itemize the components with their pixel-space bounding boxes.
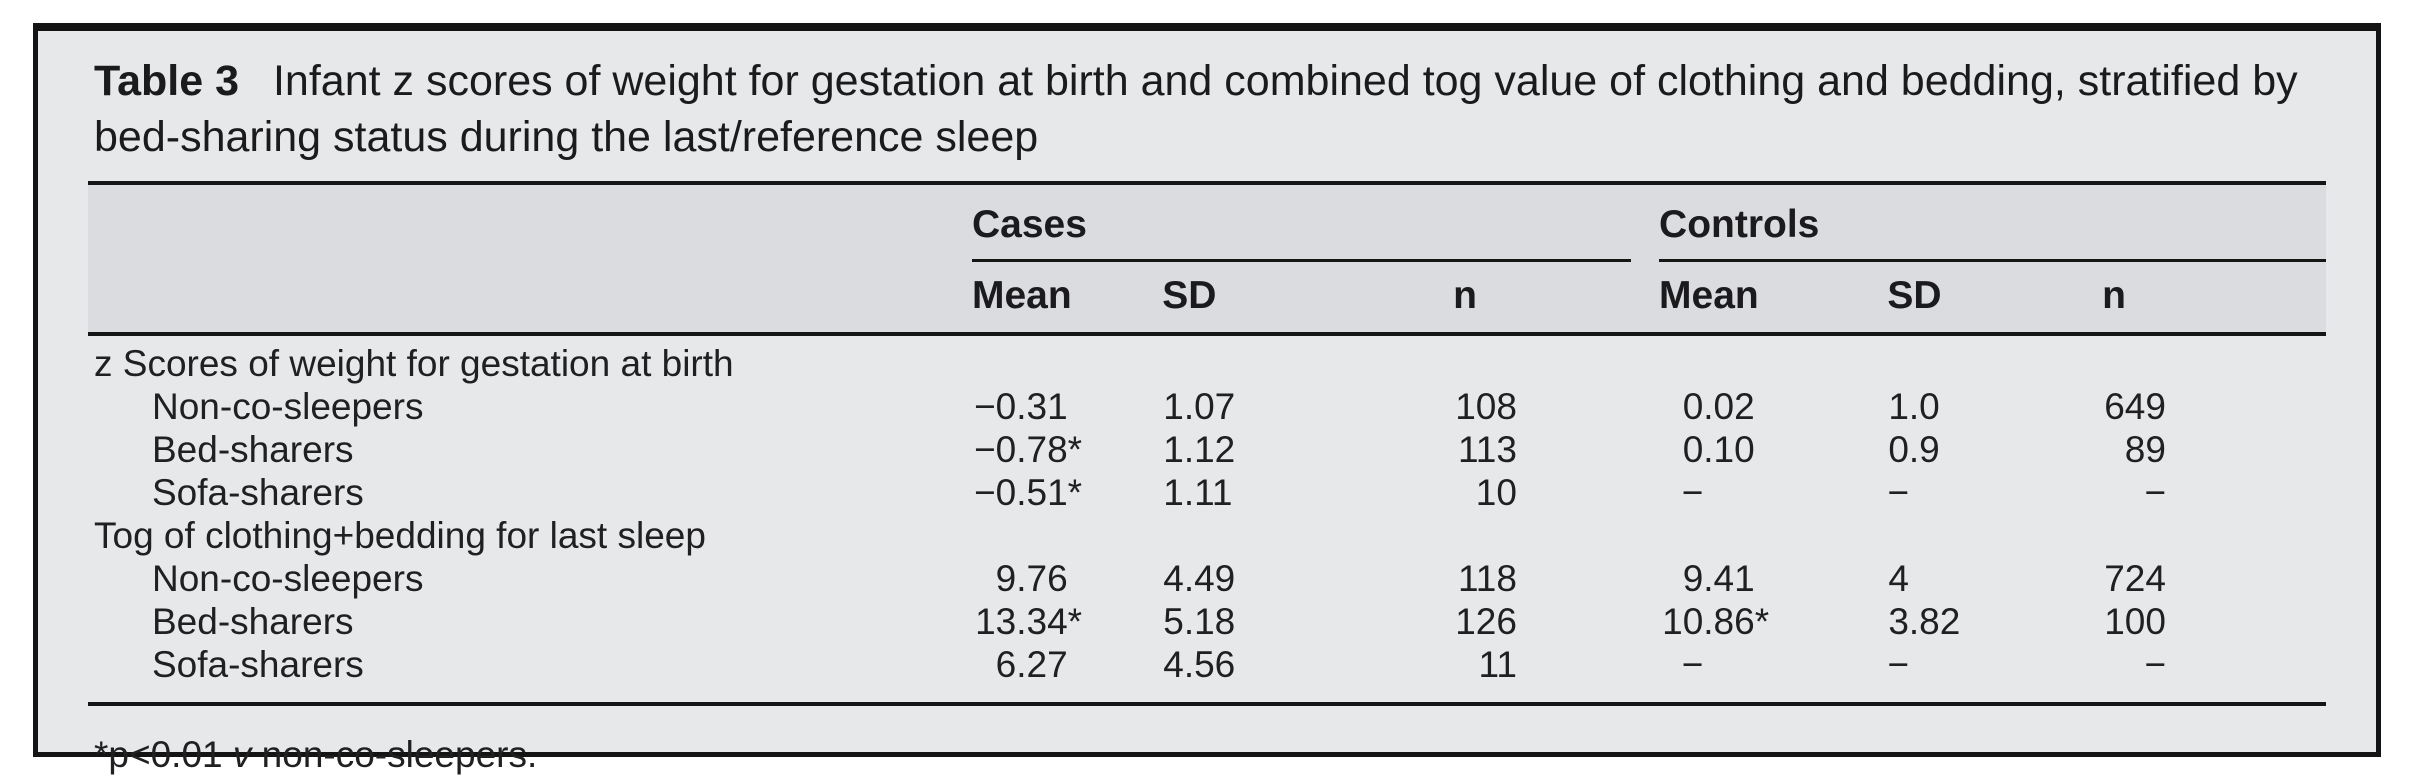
cell-controls-mean: 9.41 [1682,558,1755,599]
cell-cases-sd: 1.12 [1163,429,1236,470]
column-header-spacer [88,262,972,332]
section-row-label: z Scores of weight for gestation at birt… [94,343,734,384]
cell-cases-mean: −0.31 [974,386,1068,427]
cell-cases-mean: −0.51* [974,472,1083,513]
cell-controls-sd: 1.0 [1888,386,1940,427]
group-header-row: Cases Controls [88,185,2326,262]
table-body: z Scores of weight for gestation at birt… [88,336,2326,698]
cell-cases-mean: 6.27 [995,644,1068,685]
cell-cases-n: 108 [1455,386,1517,427]
column-header-cases-n: n [1453,274,1477,317]
row-label: Sofa-sharers [152,472,364,513]
cell-controls-n: − [2144,644,2166,685]
row-label: Non-co-sleepers [152,386,424,427]
cell-controls-n: 649 [2104,386,2166,427]
column-header-controls-mean: Mean [1659,274,1759,317]
row-label: Bed-sharers [152,429,354,470]
footnote: *p<0.01 v non-co-sleepers. [88,706,2326,776]
cell-cases-n: 126 [1455,601,1517,642]
cell-controls-sd: − [1887,644,1909,685]
footnote-prefix: *p<0.01 [94,734,233,775]
row-label: Bed-sharers [152,601,354,642]
group-header-controls: Controls [1659,185,2326,262]
column-header-cases-mean: Mean [972,274,1072,317]
cell-cases-mean: 13.34* [975,601,1083,642]
cell-controls-sd: 4 [1888,558,1909,599]
section-row-label: Tog of clothing+bedding for last sleep [94,515,706,556]
group-header-cases: Cases [972,185,1632,262]
table-box: Table 3 Infant z scores of weight for ges… [33,23,2381,775]
cell-controls-n: 100 [2104,601,2166,642]
footnote-suffix: non-co-sleepers. [251,734,538,775]
cell-cases-sd: 1.11 [1163,472,1233,513]
cell-cases-sd: 4.56 [1163,644,1236,685]
cell-controls-mean: 10.86* [1662,601,1770,642]
cell-cases-mean: 9.76 [995,558,1068,599]
cell-controls-mean: − [1681,472,1704,513]
cell-controls-n: 89 [2124,429,2166,470]
cell-cases-n: 10 [1475,472,1517,513]
column-header-controls-n: n [2102,274,2126,317]
cell-controls-mean: 0.10 [1682,429,1755,470]
cell-controls-mean: − [1681,644,1704,685]
column-header-controls-sd: SD [1887,274,1942,317]
cell-controls-sd: − [1887,472,1909,513]
group-header-spacer [88,185,972,262]
row-label: Non-co-sleepers [152,558,424,599]
cell-controls-sd: 3.82 [1888,601,1961,642]
cell-cases-sd: 4.49 [1163,558,1236,599]
cell-controls-sd: 0.9 [1888,429,1940,470]
table-title: Table 3 Infant z scores of weight for ges… [94,53,2326,165]
table-number: Table 3 [94,57,239,105]
cell-cases-n: 11 [1478,644,1517,685]
cell-controls-n: − [2144,472,2166,513]
column-header-row: Mean SD n Mean SD n [88,262,2326,332]
row-label: Sofa-sharers [152,644,364,685]
cell-cases-n: 113 [1457,429,1517,470]
footnote-versus: v [232,734,252,775]
cell-cases-mean: −0.78* [974,429,1083,470]
cell-cases-n: 118 [1457,558,1517,599]
cell-cases-sd: 1.07 [1163,386,1236,427]
cell-controls-mean: 0.02 [1682,386,1755,427]
cell-cases-sd: 5.18 [1163,601,1236,642]
cell-controls-n: 724 [2104,558,2166,599]
header-band: Cases Controls Mean SD n Mean SD n [88,181,2326,336]
table-caption: Infant z scores of weight for gestation … [94,57,2298,161]
bottom-rule [88,702,2326,706]
column-header-cases-sd: SD [1162,274,1217,317]
